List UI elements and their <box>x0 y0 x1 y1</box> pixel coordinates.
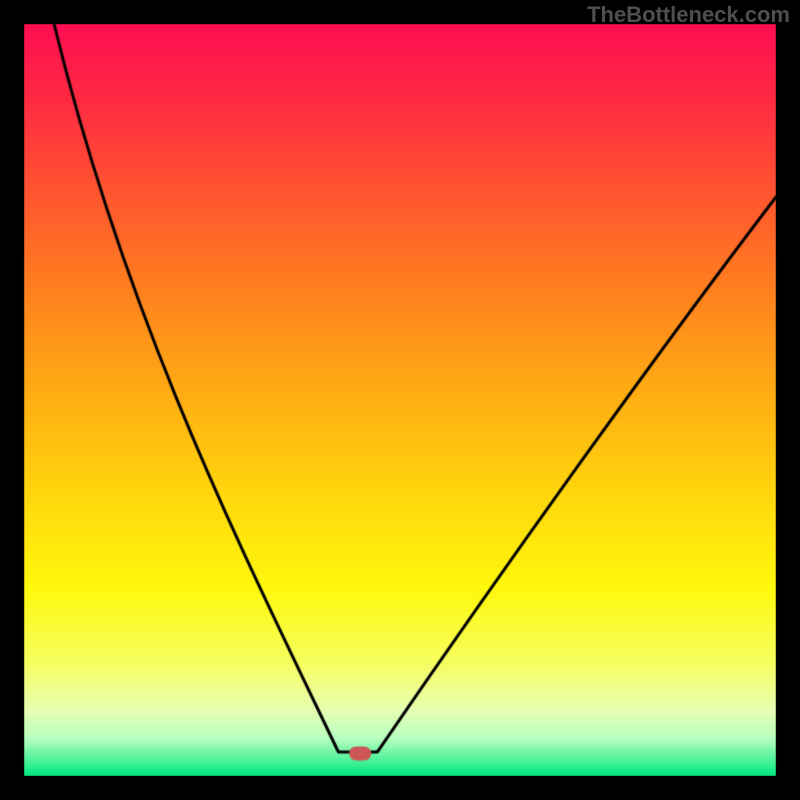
watermark-text: TheBottleneck.com <box>587 2 790 28</box>
frame-border <box>0 0 800 800</box>
chart-stage: TheBottleneck.com <box>0 0 800 800</box>
